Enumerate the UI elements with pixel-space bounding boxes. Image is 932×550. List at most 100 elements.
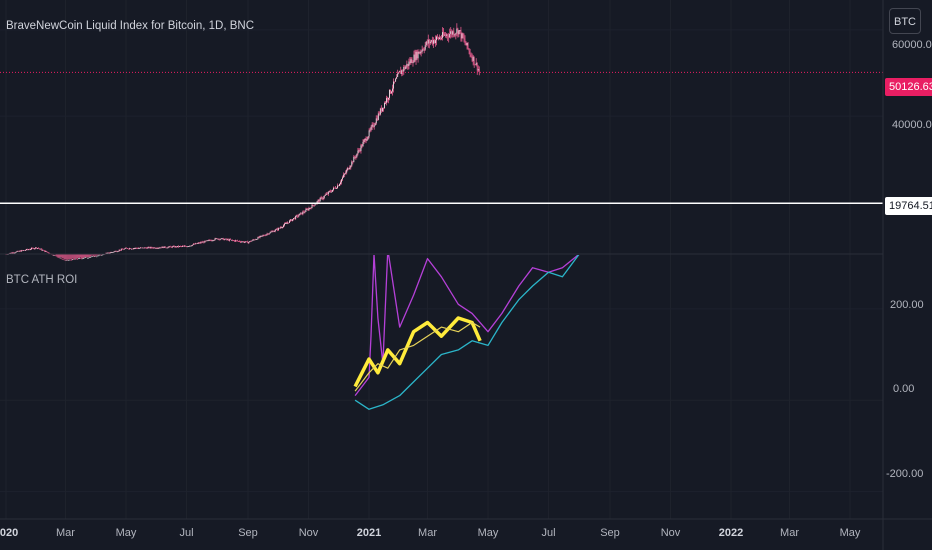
candle [423,49,425,51]
candle [335,187,336,189]
symbol-tag[interactable]: BTC [889,8,921,34]
candle [353,156,355,163]
candle [36,247,37,249]
candle [286,223,287,225]
candle [186,246,187,248]
candle [141,247,143,249]
indicator-title[interactable]: BTC ATH ROI [6,274,78,286]
candle [22,250,24,251]
candle [254,239,256,241]
candle [81,258,82,260]
candle [443,32,444,36]
candle [86,257,87,259]
candle [100,254,102,256]
candle [374,123,376,126]
candle [106,252,108,254]
candle [306,209,308,210]
candle [342,177,343,180]
candle [47,252,49,253]
candle [44,250,46,252]
candle [363,140,365,142]
candle [435,40,436,44]
time-axis-label: Mar [56,527,75,539]
candle [444,34,445,36]
candle [463,37,465,40]
candle [189,245,190,247]
candle [167,246,169,248]
candle [154,247,156,249]
candle [206,240,208,242]
candle [35,247,36,249]
candle [110,252,112,253]
indicator-axis-label: 200.00 [890,299,924,311]
candle [310,207,312,209]
candle [341,179,342,183]
candle [455,33,457,35]
candle [149,247,151,249]
candle [468,48,470,52]
candle [224,238,226,240]
candle [452,31,454,35]
candle [157,247,159,249]
candle [93,256,95,257]
candle [381,107,383,112]
candle [39,248,41,250]
candle [58,257,60,259]
candle [320,197,322,199]
candle [102,254,104,256]
candle [37,248,39,249]
time-axis-label: Jul [179,527,194,539]
candle [472,56,474,61]
candle [269,232,271,234]
candle [140,247,142,249]
candle [237,240,238,242]
candle [386,98,387,103]
candle [61,258,63,260]
candle [347,168,349,171]
candle [59,257,61,259]
candle [343,174,345,178]
candle [124,247,126,249]
candle [406,63,408,67]
candle [371,124,373,127]
grid [0,0,883,519]
chart-title: BraveNewCoin Liquid Index for Bitcoin, 1… [6,20,255,32]
candle [466,42,468,46]
candle [29,249,30,251]
candle [299,213,301,216]
candle [391,91,392,94]
candle [97,255,99,257]
candle [323,195,325,198]
candle [27,249,28,250]
candle [242,241,244,243]
candle [256,239,258,240]
candle [42,250,44,251]
candle [289,220,290,223]
candle [195,243,197,245]
candle [225,238,227,240]
candle [420,51,422,53]
candle [240,241,241,243]
candle [213,239,215,241]
candle [333,187,334,190]
candle [462,33,464,38]
candle [268,233,270,235]
candle [429,41,431,44]
candle [329,191,331,193]
candle [321,197,323,199]
candle [446,34,448,36]
candle [153,247,155,249]
candle [456,28,458,34]
roi-line-yellow-thin [354,321,481,392]
candle [476,62,478,71]
time-axis-label: May [115,527,137,539]
candle [249,241,251,243]
candle [473,56,475,65]
candle [366,139,368,141]
candle [12,252,14,254]
candle [241,241,243,243]
candle [305,209,307,212]
candle [113,251,115,253]
